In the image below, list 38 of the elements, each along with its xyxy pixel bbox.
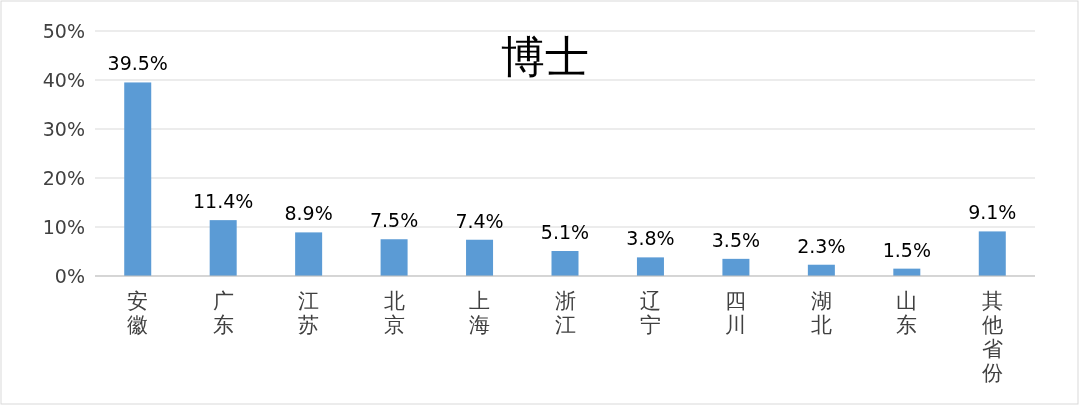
bar xyxy=(466,239,494,276)
y-tick-label: 20% xyxy=(42,167,85,189)
x-tick-label: 湖北 xyxy=(810,289,832,337)
x-tick-label: 辽宁 xyxy=(639,289,661,337)
x-tick-label: 浙江 xyxy=(554,289,576,337)
y-tick-label: 30% xyxy=(42,118,85,140)
x-tick-label: 北京 xyxy=(383,289,405,337)
x-tick-label: 上海 xyxy=(469,289,491,337)
data-label: 7.5% xyxy=(369,209,419,232)
x-tick-label: 其他省份 xyxy=(981,289,1003,385)
y-tick-label: 10% xyxy=(42,216,85,238)
data-label: 1.5% xyxy=(882,238,931,261)
x-tick-label: 安徽 xyxy=(127,289,149,337)
bar xyxy=(295,232,323,276)
data-label: 39.5% xyxy=(107,52,168,75)
y-tick-label: 40% xyxy=(42,69,85,91)
bar xyxy=(551,251,579,276)
data-label: 7.4% xyxy=(455,209,504,232)
x-tick-label: 山东 xyxy=(896,289,918,337)
bar xyxy=(722,258,750,276)
chart-title: 博士 xyxy=(501,31,589,82)
data-label: 9.1% xyxy=(968,201,1017,224)
data-label: 3.5% xyxy=(711,228,761,251)
data-label: 5.1% xyxy=(540,221,590,244)
bar xyxy=(978,231,1006,276)
x-tick-label: 江苏 xyxy=(298,289,320,337)
bar xyxy=(380,239,408,276)
data-label: 3.8% xyxy=(626,227,675,250)
data-label: 2.3% xyxy=(797,234,846,257)
bar xyxy=(209,220,237,276)
x-tick-label: 广东 xyxy=(212,289,234,337)
y-tick-label: 50% xyxy=(42,20,85,42)
bar xyxy=(636,257,664,276)
y-tick-label: 0% xyxy=(54,265,85,287)
x-tick-label: 四川 xyxy=(725,289,747,337)
bar xyxy=(124,82,152,276)
data-label: 11.4% xyxy=(193,190,254,213)
data-label: 8.9% xyxy=(284,202,333,225)
